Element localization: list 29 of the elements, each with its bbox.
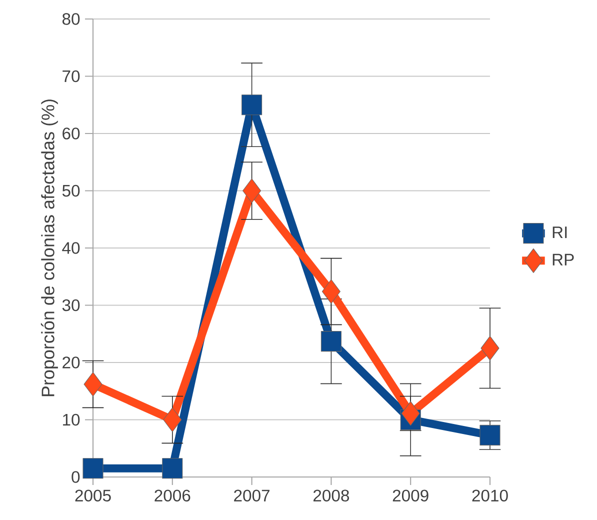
y-tick-label: 80 bbox=[62, 13, 80, 25]
point bbox=[242, 94, 262, 116]
point bbox=[82, 458, 104, 479]
x-tick-label: 2005 bbox=[75, 490, 111, 502]
y-tick-label: 40 bbox=[62, 242, 80, 254]
y-axis-title: Proporción de colonias afectadas (%) bbox=[40, 100, 58, 396]
y-tick-label: 50 bbox=[62, 184, 80, 197]
y-tick-label: 20 bbox=[62, 356, 80, 368]
x-tick-label: 2006 bbox=[154, 490, 190, 502]
point bbox=[322, 279, 340, 304]
point bbox=[162, 458, 183, 479]
legend-label: RP bbox=[552, 254, 574, 266]
point bbox=[84, 372, 102, 397]
y-tick-label: 70 bbox=[62, 70, 80, 82]
point bbox=[480, 336, 500, 360]
x-tick-label: 2007 bbox=[234, 490, 270, 502]
y-tick-label: 10 bbox=[63, 414, 80, 426]
legend-label: RI bbox=[552, 226, 567, 238]
y-tick-label: 30 bbox=[62, 299, 80, 312]
x-tick-label: 2010 bbox=[472, 490, 508, 502]
x-tick-label: 2008 bbox=[313, 490, 350, 502]
point bbox=[480, 424, 500, 446]
y-tick-label: 0 bbox=[72, 471, 80, 483]
point bbox=[242, 178, 262, 204]
point bbox=[401, 401, 420, 426]
point bbox=[320, 331, 342, 352]
x-tick-label: 2009 bbox=[392, 490, 428, 502]
y-tick-label: 60 bbox=[62, 128, 80, 140]
point bbox=[163, 407, 182, 432]
